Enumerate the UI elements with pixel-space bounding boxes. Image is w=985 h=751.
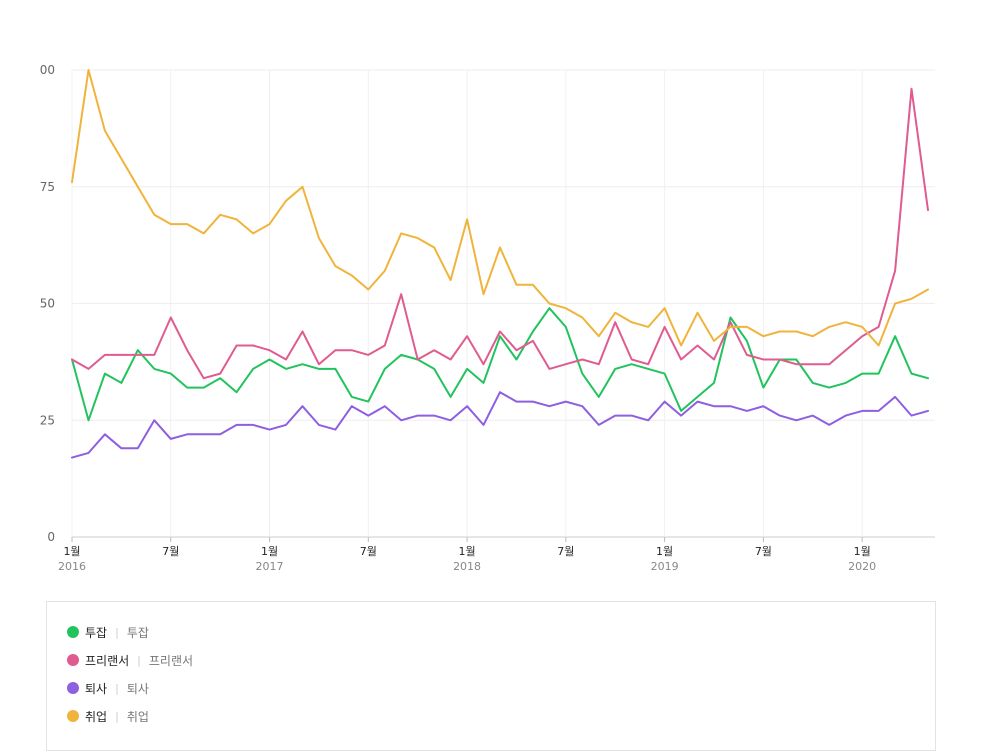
x-tick-label: 1월 [459, 545, 476, 558]
series-line-0 [71, 307, 929, 422]
chart-legend: 투잡 | 투잡 프리랜서 | 프리랜서 퇴사 | 퇴사 취업 | 취업 [46, 601, 936, 751]
y-tick-label: 0 [47, 530, 55, 544]
x-tick-label: 1월 [854, 545, 871, 558]
y-tick-label: 75 [40, 180, 55, 194]
legend-item-series-2[interactable]: 퇴사 | 퇴사 [67, 678, 149, 698]
legend-label-2: 퇴사 [85, 681, 108, 696]
x-tick-year: 2019 [651, 560, 679, 573]
x-tick-label: 7월 [360, 545, 377, 558]
x-tick-label: 1월 [261, 545, 278, 558]
series-line-3 [71, 69, 929, 347]
x-tick-label: 7월 [162, 545, 179, 558]
x-tick-year: 2017 [256, 560, 284, 573]
legend-swatch-0 [67, 626, 79, 638]
x-tick-year: 2018 [453, 560, 481, 573]
legend-divider: | [115, 681, 119, 695]
legend-divider: | [115, 709, 119, 723]
legend-divider: | [115, 625, 119, 639]
legend-label-3: 취업 [85, 709, 108, 724]
line-chart: 0 25 50 75 00 1월 2016 7월 1월 2017 7월 1월 2018 7월 1월 2019… [40, 63, 935, 573]
legend-sublabel-1: 프리랜서 [148, 653, 194, 668]
legend-sublabel-2: 퇴사 [126, 681, 149, 696]
y-tick-label: 25 [40, 413, 55, 427]
series-line-2 [71, 391, 929, 459]
legend-swatch-3 [67, 710, 79, 722]
legend-item-series-3[interactable]: 취업 | 취업 [67, 706, 149, 726]
y-tick-label: 00 [40, 63, 55, 77]
x-tick-label: 7월 [557, 545, 574, 558]
x-tick-year: 2016 [58, 560, 86, 573]
x-tick-label: 1월 [656, 545, 673, 558]
legend-divider: | [137, 653, 141, 667]
x-tick-label: 7월 [755, 545, 772, 558]
legend-label-1: 프리랜서 [85, 653, 130, 668]
legend-item-series-1[interactable]: 프리랜서 | 프리랜서 [67, 650, 193, 670]
chart-series [71, 69, 929, 459]
x-tick-year: 2020 [848, 560, 876, 573]
legend-item-series-0[interactable]: 투잡 | 투잡 [67, 622, 149, 642]
legend-sublabel-0: 투잡 [126, 625, 149, 640]
chart-grid [71, 69, 935, 538]
series-line-1 [71, 87, 929, 380]
legend-sublabel-3: 취업 [126, 709, 149, 724]
x-tick-label: 1월 [63, 545, 80, 558]
legend-swatch-1 [67, 654, 79, 666]
legend-label-0: 투잡 [85, 625, 108, 640]
legend-swatch-2 [67, 682, 79, 694]
y-axis: 0 25 50 75 00 [40, 63, 55, 544]
y-tick-label: 50 [40, 297, 55, 311]
x-axis: 1월 2016 7월 1월 2017 7월 1월 2018 7월 1월 2019 7월 1월 2020 [58, 537, 876, 573]
